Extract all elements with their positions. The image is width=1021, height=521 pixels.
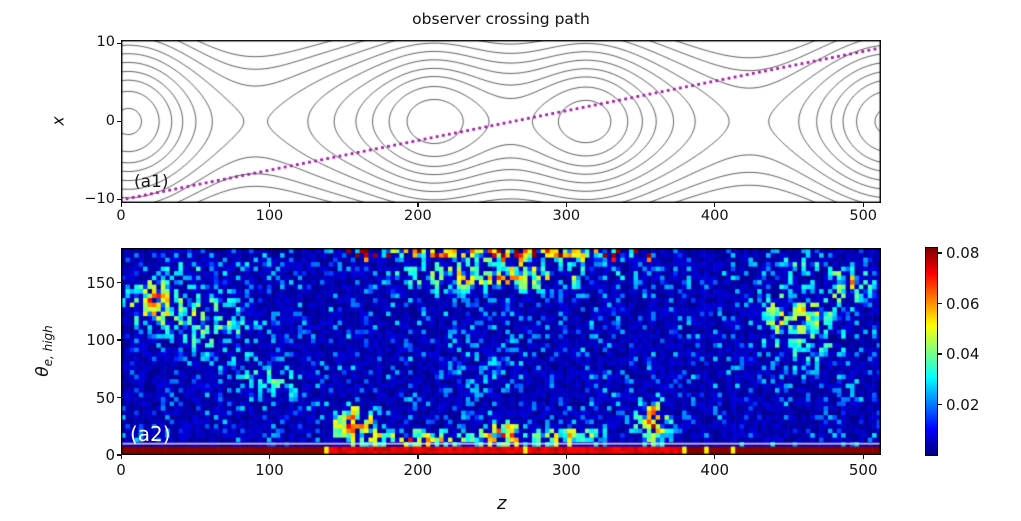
a2-x-tick-mark: [862, 455, 864, 459]
a2-x-tick-label: 400: [700, 461, 730, 479]
a2-x-tick-mark: [268, 455, 271, 459]
a2-y-tick-label: 150: [86, 273, 115, 292]
colorbar-tick-mark: [938, 403, 942, 406]
a2-x-tick-label: 500: [848, 461, 878, 479]
a2-x-tick-mark: [417, 455, 419, 459]
a1-x-tick-mark: [714, 203, 716, 207]
plot-title: observer crossing path: [412, 10, 590, 28]
colorbar-tick-mark: [938, 353, 942, 355]
a1-y-tick-label: 10: [96, 34, 115, 51]
annotation-a2: (a2): [130, 422, 171, 446]
annotation-a1: (a1): [134, 172, 169, 192]
a1-y-tick-mark: [117, 199, 121, 201]
a1-x-tick-mark: [268, 203, 271, 207]
a2-y-tick-label: 50: [95, 388, 115, 407]
a1-x-tick-label: 0: [116, 208, 126, 224]
colorbar-tick-mark: [938, 302, 942, 305]
a1-x-tick-label: 200: [404, 208, 432, 224]
a2-x-tick-label: 0: [116, 461, 126, 479]
a1-y-tick-label: 0: [105, 112, 115, 129]
a1-y-tick-label: −10: [84, 190, 115, 207]
a2-y-tick-mark: [117, 281, 121, 284]
a2-x-tick-mark: [714, 455, 716, 459]
colorbar-tick-label: 0.06: [946, 294, 980, 313]
a1-y-tick-mark: [117, 120, 121, 123]
colorbar-tick-label: 0.04: [946, 345, 980, 364]
x-axis-label: z: [497, 493, 507, 514]
contour-plot-canvas: [121, 40, 881, 203]
a2-x-tick-label: 300: [551, 461, 581, 479]
a2-y-axis-label: θe, high: [33, 325, 55, 377]
a2-y-tick-mark: [117, 454, 121, 456]
a1-x-tick-label: 500: [849, 208, 878, 224]
a2-y-tick-mark: [117, 339, 121, 341]
a1-x-tick-mark: [862, 203, 864, 207]
colorbar: [925, 247, 938, 456]
colorbar-tick-label: 0.08: [946, 244, 980, 263]
a1-x-tick-mark: [120, 203, 122, 207]
theta-symbol: θ: [32, 366, 53, 377]
a2-x-tick-mark: [565, 455, 567, 459]
a1-x-tick-label: 100: [255, 208, 284, 224]
a1-x-tick-label: 400: [700, 208, 729, 224]
a2-y-tick-mark: [117, 396, 121, 399]
a2-x-tick-label: 200: [403, 461, 433, 479]
a2-x-tick-mark: [120, 455, 122, 459]
a1-x-tick-mark: [565, 203, 567, 207]
heatmap-canvas: [121, 248, 881, 455]
colorbar-tick-label: 0.02: [946, 395, 980, 414]
theta-subscript: e, high: [41, 325, 56, 367]
a2-y-tick-label: 100: [86, 331, 115, 349]
a1-x-tick-label: 300: [552, 208, 581, 224]
a2-x-tick-label: 100: [255, 461, 284, 479]
a1-y-tick-mark: [117, 42, 121, 44]
colorbar-tick-mark: [938, 252, 942, 254]
a1-x-tick-mark: [417, 203, 419, 207]
a2-y-tick-label: 0: [105, 446, 115, 464]
a1-y-axis-label: x: [48, 116, 68, 126]
